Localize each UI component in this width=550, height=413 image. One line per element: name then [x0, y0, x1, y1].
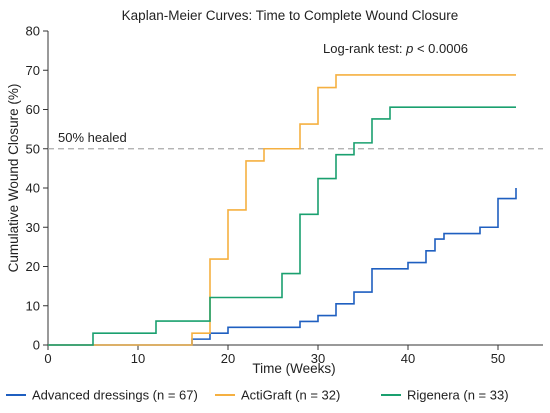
y-tick-label: 30 — [26, 220, 40, 235]
x-tick-label: 20 — [221, 351, 235, 366]
y-tick-label: 70 — [26, 63, 40, 78]
annotation-suffix: < 0.0006 — [413, 41, 468, 56]
annotation-prefix: Log-rank test: — [323, 41, 406, 56]
series-line-2 — [48, 106, 516, 346]
x-tick-label: 50 — [491, 351, 505, 366]
series-lines — [48, 74, 517, 346]
annotation-p: p — [405, 41, 413, 56]
reference-line-group: 50% healed — [48, 130, 543, 150]
axes: 0 10 20 30 40 50 60 70 80 0 10 20 30 40 50 — [26, 24, 543, 366]
reference-line-label: 50% healed — [58, 130, 127, 145]
y-tick-label: 50 — [26, 141, 40, 156]
x-axis-title: Time (Weeks) — [252, 361, 335, 376]
x-tick-label: 10 — [131, 351, 145, 366]
series-line-0 — [48, 188, 517, 346]
x-tick-label: 0 — [44, 351, 51, 366]
y-tick-label: 0 — [33, 338, 40, 353]
y-tick-label: 60 — [26, 102, 40, 117]
y-axis-title: Cumulative Wound Closure (%) — [6, 84, 21, 273]
series-line-1 — [48, 74, 516, 346]
x-tick-label: 30 — [311, 351, 325, 366]
x-tick-label: 40 — [401, 351, 415, 366]
y-tick-label: 80 — [26, 24, 40, 39]
legend: Advanced dressings (n = 67) ActiGraft (n … — [6, 388, 509, 403]
chart-title: Kaplan-Meier Curves: Time to Complete Wo… — [122, 8, 459, 23]
legend-label-0: Advanced dressings (n = 67) — [32, 388, 198, 403]
y-tick-label: 40 — [26, 181, 40, 196]
log-rank-annotation: Log-rank test: p < 0.0006 — [323, 41, 468, 56]
legend-label-2: Rigenera (n = 33) — [407, 388, 509, 403]
y-tick-label: 20 — [26, 259, 40, 274]
legend-label-1: ActiGraft (n = 32) — [241, 388, 340, 403]
y-tick-label: 10 — [26, 298, 40, 313]
